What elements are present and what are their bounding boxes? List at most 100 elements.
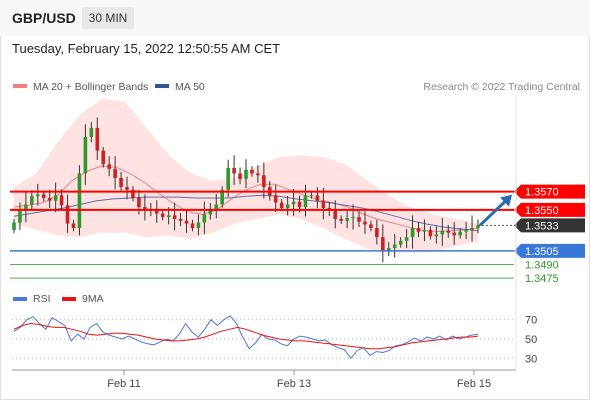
candle bbox=[131, 186, 135, 202]
timeframe-button[interactable]: 30 MIN bbox=[82, 7, 134, 29]
candle bbox=[256, 165, 260, 183]
x-tick-label: Feb 15 bbox=[457, 378, 491, 390]
candlesticks bbox=[12, 117, 480, 263]
candle-body bbox=[47, 198, 52, 201]
candle bbox=[24, 191, 28, 223]
candle-body bbox=[345, 218, 349, 221]
candle bbox=[440, 218, 445, 246]
ma20-line bbox=[13, 165, 479, 233]
candle-body bbox=[238, 173, 242, 179]
candle-body bbox=[30, 196, 34, 205]
candle-body bbox=[250, 169, 254, 174]
candle bbox=[59, 189, 64, 211]
candle-body bbox=[172, 215, 177, 219]
candle bbox=[458, 228, 462, 239]
candle-body bbox=[71, 223, 76, 229]
ma50-legend-label: MA 50 bbox=[175, 81, 205, 93]
candle-body bbox=[422, 229, 427, 232]
candle-body bbox=[440, 230, 445, 235]
candle bbox=[321, 187, 326, 220]
candle bbox=[65, 194, 70, 233]
candle-body bbox=[202, 214, 207, 223]
candle bbox=[202, 201, 207, 235]
candle-body bbox=[131, 189, 135, 199]
candle bbox=[12, 218, 16, 234]
header-bar: GBP/USD 30 MIN bbox=[0, 0, 590, 36]
candle bbox=[357, 211, 361, 228]
candle-body bbox=[381, 237, 385, 251]
candle bbox=[160, 209, 165, 221]
ma20-legend-label: MA 20 + Bollinger Bands bbox=[33, 81, 148, 93]
candle-body bbox=[398, 240, 403, 245]
candle bbox=[35, 183, 40, 206]
support-label: 1.3475 bbox=[525, 273, 559, 285]
candle-body bbox=[279, 202, 284, 209]
current-price-badge bbox=[514, 218, 585, 233]
candle bbox=[178, 213, 183, 227]
candle bbox=[434, 226, 439, 244]
candle bbox=[18, 202, 22, 230]
candle-body bbox=[262, 175, 266, 188]
candle-body bbox=[154, 210, 159, 214]
candle-body bbox=[190, 223, 195, 229]
candle bbox=[190, 219, 195, 232]
candle bbox=[172, 202, 177, 231]
rsi-panel: 70 50 30 bbox=[12, 315, 537, 365]
candle bbox=[250, 166, 254, 177]
candle bbox=[422, 219, 427, 242]
candle-body bbox=[273, 195, 278, 203]
candle bbox=[381, 224, 385, 263]
rsi-tick-label: 50 bbox=[525, 334, 537, 346]
candle-body bbox=[65, 205, 70, 224]
candle bbox=[375, 219, 379, 245]
candle bbox=[220, 186, 225, 208]
candle-body bbox=[357, 217, 361, 222]
candle-body bbox=[363, 221, 367, 225]
candle-body bbox=[458, 231, 462, 236]
candle bbox=[77, 165, 82, 236]
candle bbox=[351, 204, 355, 230]
candle-body bbox=[35, 194, 40, 197]
candle bbox=[154, 200, 159, 223]
candle-body bbox=[41, 194, 46, 199]
candle bbox=[416, 222, 421, 238]
candle bbox=[184, 210, 189, 233]
candle-body bbox=[285, 204, 290, 209]
credit-text: Research © 2022 Trading Central bbox=[423, 81, 580, 93]
candle-body bbox=[428, 229, 433, 237]
ma20-legend-swatch bbox=[13, 84, 27, 88]
x-tick-label: Feb 11 bbox=[107, 378, 140, 390]
candle bbox=[47, 189, 52, 209]
candle-body bbox=[77, 173, 82, 229]
candle bbox=[398, 237, 403, 248]
moving-averages bbox=[13, 165, 479, 233]
candle-body bbox=[95, 127, 100, 151]
pivot-badge bbox=[514, 243, 585, 258]
candle bbox=[101, 147, 106, 168]
candle-body bbox=[208, 208, 213, 215]
ma9-legend-label: 9MA bbox=[82, 293, 104, 305]
ma50-legend-swatch bbox=[155, 84, 169, 88]
candle bbox=[476, 219, 480, 234]
rsi-legend-swatch bbox=[13, 297, 27, 301]
candle-body bbox=[386, 248, 391, 251]
candle bbox=[464, 221, 468, 240]
candle-body bbox=[119, 177, 123, 188]
rsi-tick-label: 30 bbox=[525, 353, 537, 365]
candle-body bbox=[18, 210, 22, 223]
candle-body bbox=[232, 167, 236, 174]
current-price-label: 1.3533 bbox=[525, 220, 559, 232]
candle bbox=[303, 184, 308, 217]
candle bbox=[315, 187, 320, 209]
candle bbox=[89, 121, 94, 143]
candle-body bbox=[375, 228, 379, 238]
candle bbox=[291, 188, 296, 216]
x-tick-label: Feb 13 bbox=[277, 378, 311, 390]
resistance-label: 1.3570 bbox=[525, 187, 559, 199]
candle bbox=[71, 219, 76, 232]
candle-body bbox=[297, 201, 302, 208]
candle bbox=[214, 193, 219, 219]
candle-body bbox=[24, 204, 28, 211]
candle-body bbox=[291, 201, 296, 205]
forecast-arrow-head bbox=[500, 194, 512, 207]
